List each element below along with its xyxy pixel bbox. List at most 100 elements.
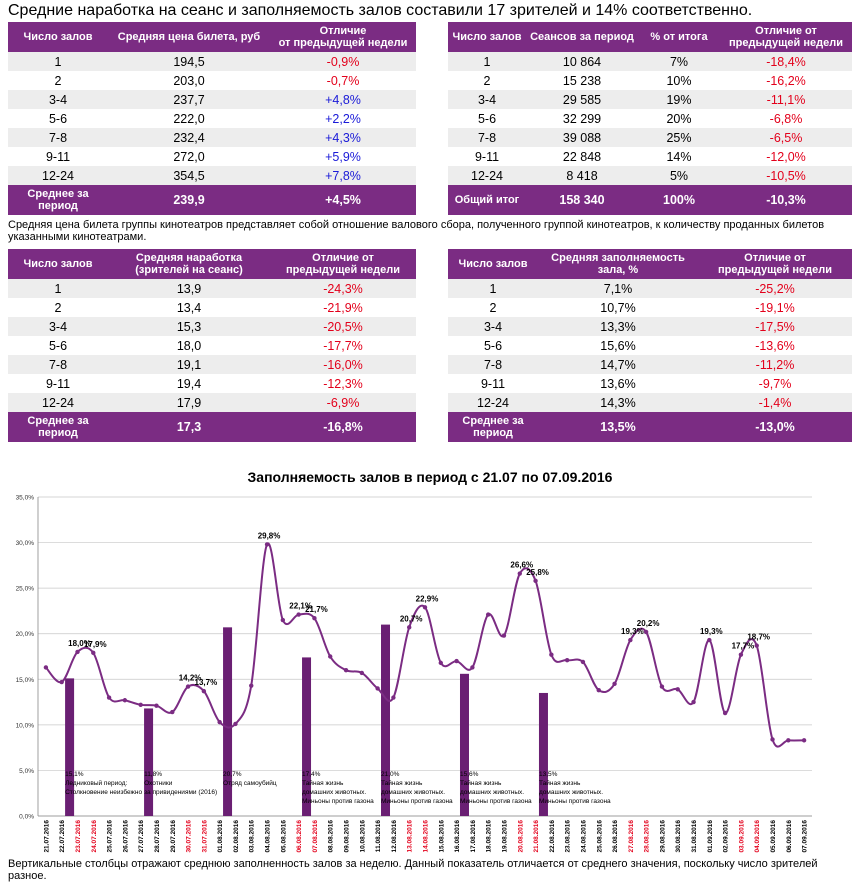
- x-tick-label: 05.09.2016: [770, 820, 777, 853]
- table-cell: 22 848: [526, 147, 638, 166]
- data-point: [185, 684, 191, 689]
- x-tick-label: 07.08.2016: [312, 820, 319, 853]
- bar-film-label: Охотники: [144, 780, 173, 787]
- data-point: [485, 612, 491, 617]
- table-footer-cell: +4,5%: [270, 185, 416, 215]
- weekly-bar: [302, 657, 312, 816]
- table-cell: -24,3%: [270, 279, 416, 298]
- table-footer-cell: 13,5%: [538, 412, 698, 442]
- data-point: [738, 652, 744, 657]
- data-point: [249, 683, 254, 688]
- data-point: [233, 721, 238, 727]
- table-cell: 237,7: [108, 90, 270, 109]
- x-tick-label: 25.07.2016: [107, 820, 114, 853]
- x-tick-label: 01.08.2016: [217, 820, 224, 853]
- x-tick-label: 09.08.2016: [344, 820, 351, 853]
- y-tick-label: 0,0%: [19, 814, 34, 821]
- table-cell: -17,7%: [270, 336, 416, 355]
- table-cell: -16,0%: [270, 355, 416, 374]
- point-value-label: 18,7%: [747, 633, 770, 642]
- bar-value-label: 11,8%: [144, 771, 162, 778]
- table-footer-cell: -13,0%: [698, 412, 852, 442]
- table-row: 1 7,1% -25,2%: [448, 279, 852, 298]
- table-row: 1 13,9 -24,3%: [8, 279, 416, 298]
- table-row: 7-8 39 088 25% -6,5%: [448, 128, 852, 147]
- table-cell: 12-24: [8, 393, 108, 412]
- hall-fill-table: Число залов Средняя заполняемость зала, % О…: [448, 249, 852, 442]
- table-row: 2 13,4 -21,9%: [8, 298, 416, 317]
- table-cell: 1: [8, 279, 108, 298]
- table-cell: 7,1%: [538, 279, 698, 298]
- table-row: 7-8 232,4 +4,3%: [8, 128, 416, 147]
- x-tick-label: 27.07.2016: [138, 820, 145, 853]
- data-point: [91, 650, 96, 656]
- bar-film-label: Миньоны против газона: [539, 798, 611, 805]
- x-tick-label: 02.09.2016: [723, 820, 730, 853]
- table_price-header: Средняя цена билета, руб: [108, 22, 270, 52]
- x-tick-label: 31.07.2016: [201, 820, 208, 853]
- table-cell: 194,5: [108, 52, 270, 71]
- x-tick-label: 13.08.2016: [407, 820, 414, 853]
- table-footer-cell: Среднее за период: [8, 185, 108, 215]
- table-cell: 10,7%: [538, 298, 698, 317]
- table-cell: 10 864: [526, 52, 638, 71]
- x-tick-label: 19.08.2016: [501, 820, 508, 853]
- data-point: [407, 625, 412, 630]
- data-point: [533, 578, 538, 584]
- data-point: [438, 660, 443, 666]
- y-tick-label: 15,0%: [16, 677, 35, 684]
- table-cell: 3-4: [8, 90, 108, 109]
- data-point: [359, 670, 365, 676]
- table_sessions-header: Число залов: [448, 22, 526, 52]
- table_attendance-header: Средняя наработка (зрителей на сеанс): [108, 249, 270, 279]
- table-cell: -1,4%: [698, 393, 852, 412]
- x-tick-label: 23.08.2016: [565, 820, 572, 853]
- table-cell: +5,9%: [270, 147, 416, 166]
- table-cell: 1: [448, 279, 538, 298]
- table-cell: -12,0%: [720, 147, 852, 166]
- data-point: [770, 737, 775, 742]
- data-point: [122, 698, 128, 703]
- data-point: [691, 699, 696, 705]
- table-cell: 13,4: [108, 298, 270, 317]
- x-tick-label: 23.07.2016: [75, 820, 82, 853]
- table-cell: -6,9%: [270, 393, 416, 412]
- table-cell: -9,7%: [698, 374, 852, 393]
- table-cell: 272,0: [108, 147, 270, 166]
- table-cell: 13,3%: [538, 317, 698, 336]
- table_fill-header: Число залов: [448, 249, 538, 279]
- table-cell: 15,3: [108, 317, 270, 336]
- data-point: [391, 695, 396, 700]
- bar-film-label: Тайная жизнь: [460, 779, 502, 787]
- table-cell: 354,5: [108, 166, 270, 185]
- data-point: [312, 616, 317, 621]
- x-tick-label: 31.08.2016: [691, 820, 698, 853]
- table-cell: -21,9%: [270, 298, 416, 317]
- table-cell: 1: [8, 52, 108, 71]
- table-cell: 9-11: [448, 374, 538, 393]
- data-point: [154, 703, 159, 708]
- x-tick-label: 18.08.2016: [486, 820, 493, 853]
- table-cell: 13,6%: [538, 374, 698, 393]
- x-tick-label: 07.09.2016: [802, 820, 809, 853]
- table-cell: 2: [8, 71, 108, 90]
- table-cell: 7-8: [448, 355, 538, 374]
- data-point: [75, 649, 80, 655]
- point-value-label: 19,3%: [621, 627, 644, 636]
- data-point: [454, 658, 459, 664]
- bar-film-label: Тайная жизнь: [381, 779, 423, 787]
- table-row: 12-24 354,5 +7,8%: [8, 166, 416, 185]
- x-tick-label: 11.08.2016: [375, 820, 382, 853]
- table-footer-cell: 239,9: [108, 185, 270, 215]
- table-cell: 5-6: [448, 336, 538, 355]
- table-row: 3-4 29 585 19% -11,1%: [448, 90, 852, 109]
- bar-film-label: Тайная жизнь: [302, 779, 344, 787]
- x-tick-label: 15.08.2016: [438, 820, 445, 853]
- bar-film-label: Ледниковый период:: [65, 779, 127, 787]
- table-cell: +4,8%: [270, 90, 416, 109]
- data-point: [59, 679, 64, 685]
- x-tick-label: 03.08.2016: [249, 820, 256, 853]
- ticket-price-table: Число залов Средняя цена билета, руб Отлич…: [8, 22, 416, 215]
- table-cell: 14,7%: [538, 355, 698, 374]
- table-row: 7-8 14,7% -11,2%: [448, 355, 852, 374]
